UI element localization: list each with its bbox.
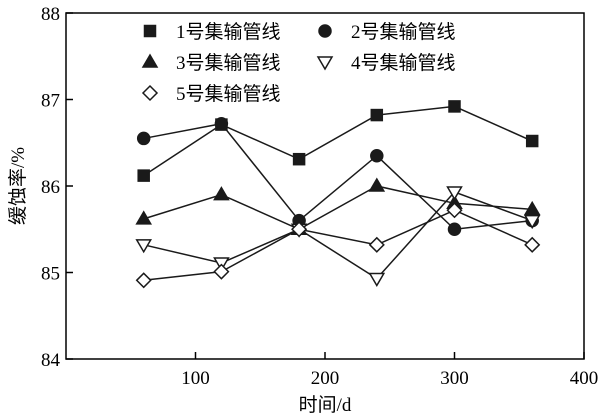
data-point — [447, 222, 462, 236]
data-point — [213, 186, 230, 201]
x-axis-label: 时间/d — [299, 394, 352, 416]
legend-label: 5号集输管线 — [176, 83, 281, 105]
legend-label: 4号集输管线 — [351, 52, 456, 74]
data-point — [213, 263, 230, 280]
y-tick-label: 86 — [41, 177, 60, 198]
y-tick-label: 88 — [41, 4, 60, 25]
series-line — [143, 105, 533, 177]
legend-item: 2号集输管线 — [318, 21, 456, 43]
series-line — [143, 209, 533, 282]
data-point — [292, 152, 306, 166]
legend-item: 4号集输管线 — [316, 52, 456, 74]
series-layer — [135, 100, 541, 289]
x-tick-label: 300 — [440, 368, 469, 389]
legend-marker — [316, 56, 334, 71]
legend-marker — [141, 53, 159, 68]
legend-item: 5号集输管线 — [141, 83, 281, 105]
plot-area — [65, 12, 585, 360]
legend-label: 3号集输管线 — [176, 52, 281, 74]
series-line — [143, 122, 533, 231]
data-point — [291, 221, 308, 238]
series-line — [143, 185, 533, 231]
legend-item: 1号集输管线 — [143, 21, 281, 43]
data-point — [135, 272, 152, 289]
data-point — [446, 202, 463, 219]
y-axis: 84 85 86 87 88 — [41, 4, 73, 371]
data-point — [368, 236, 385, 253]
y-tick-label: 84 — [41, 350, 61, 371]
data-point — [136, 131, 151, 146]
legend-item: 3号集输管线 — [141, 52, 281, 74]
data-point — [135, 210, 153, 225]
data-point — [448, 100, 461, 113]
data-point — [370, 108, 384, 122]
x-axis: 100 200 300 400 — [181, 352, 598, 389]
legend-label: 2号集输管线 — [351, 21, 456, 43]
y-axis-label: 缓蚀率/% — [7, 147, 29, 225]
legend-marker — [318, 24, 332, 38]
data-point — [525, 134, 539, 148]
data-point — [523, 200, 541, 216]
data-point — [137, 169, 150, 182]
series-5 — [135, 202, 541, 289]
data-point — [523, 214, 541, 230]
legend: 1号集输管线 2号集输管线 3号集输管线 4号集输管线 5号集输管线 — [141, 21, 456, 105]
data-point — [446, 186, 463, 201]
legend-marker — [143, 24, 157, 38]
data-point — [524, 236, 541, 253]
data-point — [368, 177, 386, 192]
legend-label: 1号集输管线 — [176, 21, 281, 43]
data-point — [214, 116, 229, 131]
x-tick-label: 100 — [181, 368, 210, 389]
data-point — [368, 272, 386, 288]
y-tick-label: 85 — [41, 264, 60, 285]
data-point — [370, 148, 384, 163]
series-line — [143, 191, 533, 280]
x-tick-label: 200 — [311, 368, 340, 389]
y-tick-label: 87 — [41, 91, 60, 112]
data-point — [135, 239, 153, 254]
legend-marker — [141, 84, 159, 102]
x-tick-label: 400 — [570, 368, 599, 389]
